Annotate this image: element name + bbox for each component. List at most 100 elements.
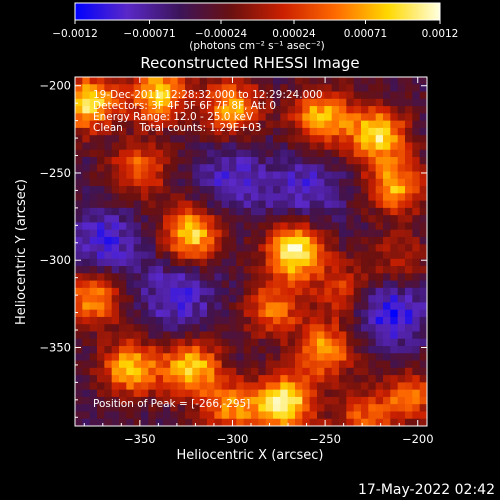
heatmap-cell [273,142,281,151]
heatmap-cell [361,266,369,274]
heatmap-cell [82,302,91,311]
heatmap-cell [353,164,362,173]
heatmap-cell [324,418,333,426]
heatmap-cell [280,353,289,362]
heatmap-cell [309,164,318,173]
heatmap-cell [104,331,113,340]
heatmap-cell [375,229,384,238]
heatmap-cell [141,164,149,173]
heatmap-cell [361,193,369,202]
heatmap-cell [265,98,274,107]
heatmap-cell [133,222,142,231]
heatmap-cell [324,287,333,296]
heatmap-cell [111,113,120,122]
heatmap-cell [104,127,113,136]
heatmap-cell [258,375,267,383]
heatmap-cell [185,367,193,376]
heatmap-cell [236,200,245,209]
heatmap-cell [397,280,406,289]
heatmap-cell [280,193,289,202]
heatmap-cell [104,324,113,333]
heatmap-cell [317,120,325,129]
colorbar-bar [74,2,441,21]
heatmap-cell [412,91,421,100]
heatmap-cell [295,367,303,376]
heatmap-cell [192,135,201,144]
heatmap-cell [412,360,421,369]
heatmap-cell [82,396,91,405]
heatmap-cell [229,251,237,260]
heatmap-cell [207,142,215,151]
heatmap-cell [353,389,362,398]
heatmap-cell [104,229,113,238]
heatmap-cell [192,418,201,426]
heatmap-cell [397,215,406,224]
heatmap-cell [390,353,399,362]
heatmap-cell [317,258,325,267]
heatmap-cell [148,309,157,318]
heatmap-cell [280,236,289,245]
heatmap-cell [309,135,318,144]
heatmap-cell [111,338,120,347]
heatmap-cell [324,113,333,122]
heatmap-cell [177,338,186,347]
heatmap-cell [133,91,142,100]
heatmap-cell [221,367,230,376]
heatmap-cell [287,149,296,158]
heatmap-cell [97,251,105,260]
heatmap-cell [368,353,377,362]
heatmap-cell [126,295,135,303]
heatmap-cell [243,287,252,296]
heatmap-cell [346,258,355,267]
heatmap-cell [265,193,274,202]
heatmap-cell [368,266,377,274]
heatmap-cell [412,142,421,151]
heatmap-cell [368,280,377,289]
heatmap-cell [207,113,215,122]
heatmap-cell [199,149,208,158]
heatmap-cell [236,404,245,413]
heatmap-cell [82,164,91,173]
heatmap-cell [309,186,318,194]
heatmap-cell [251,222,259,231]
heatmap-cell [163,360,171,369]
heatmap-cell [251,127,259,136]
heatmap-cell [185,149,193,158]
heatmap-cell [287,295,296,303]
heatmap-cell [192,215,201,224]
heatmap-cell [405,200,413,209]
colorbar-tick-label: 0.00071 [344,28,387,40]
heatmap-cell [287,418,296,426]
heatmap-cell [155,200,164,209]
heatmap-cell [353,229,362,238]
heatmap-cell [317,236,325,245]
heatmap-cell [170,215,179,224]
heatmap-cell [265,316,274,325]
heatmap-cell [390,375,399,383]
heatmap-cell [339,280,347,289]
heatmap-cell [141,77,149,85]
heatmap-cell [133,404,142,413]
heatmap-cell [236,375,245,383]
heatmap-cell [207,266,215,274]
heatmap-cell [353,382,362,391]
heatmap-cell [375,193,384,202]
heatmap-cell [295,186,303,194]
heatmap-cell [221,244,230,253]
heatmap-cell [309,273,318,282]
heatmap-cell [119,135,127,144]
heatmap-cell [111,389,120,398]
heatmap-cell [368,251,377,260]
heatmap-cell [177,120,186,129]
heatmap-cell [258,295,267,303]
heatmap-cell [324,186,333,194]
heatmap-cell [353,324,362,333]
heatmap-cell [258,346,267,354]
heatmap-cell [287,244,296,253]
heatmap-cell [309,411,318,420]
colorbar-tick-label: −0.00071 [123,28,175,40]
heatmap-cell [280,120,289,129]
heatmap-cell [251,411,259,420]
heatmap-cell [324,156,333,165]
heatmap-cell [221,178,230,187]
